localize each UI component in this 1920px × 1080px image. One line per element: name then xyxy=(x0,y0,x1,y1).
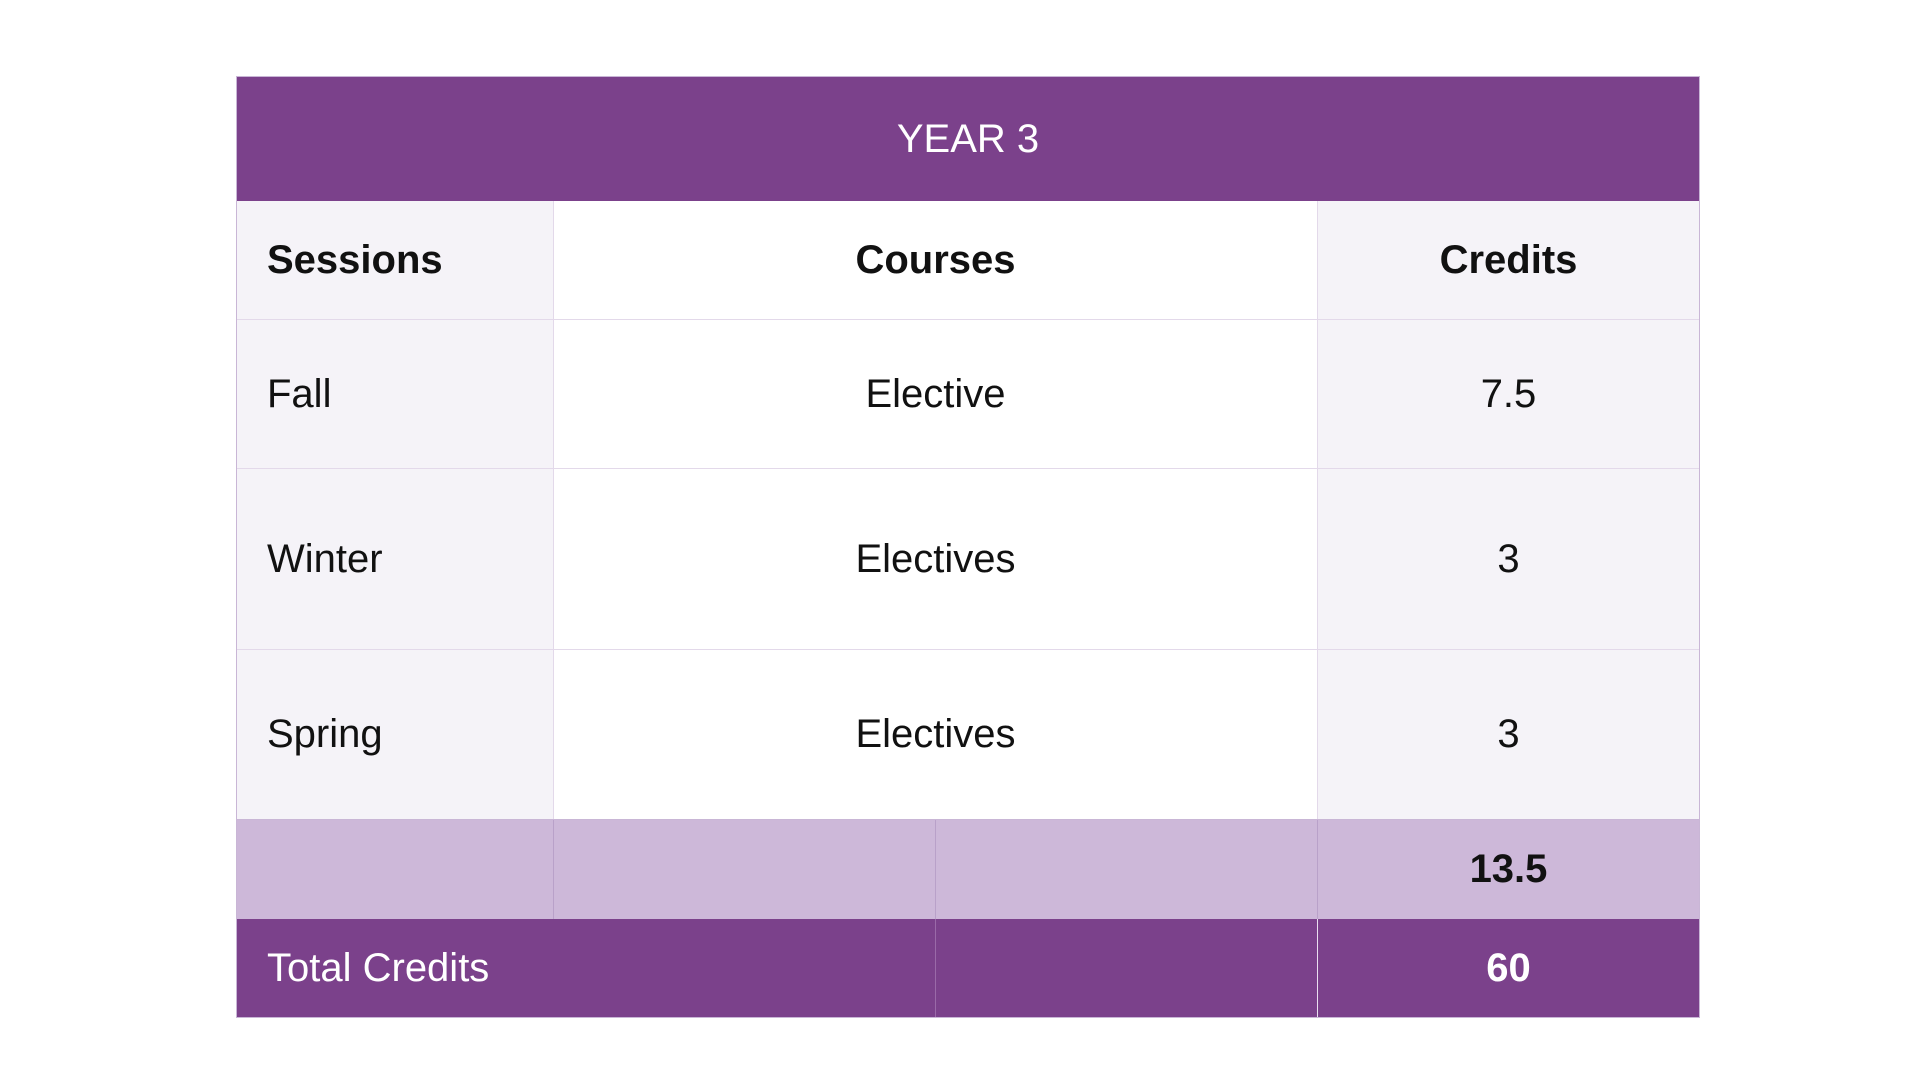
table-row: Fall Elective 7.5 xyxy=(237,319,1699,468)
subtotal-empty-cell xyxy=(936,820,1318,919)
credits-table: YEAR 3 Sessions Courses Credits Fall Ele… xyxy=(236,76,1700,1018)
course-cell: Elective xyxy=(554,320,1318,468)
subtotal-empty-cell xyxy=(554,820,936,919)
table-row: Winter Electives 3 xyxy=(237,468,1699,649)
header-credits: Credits xyxy=(1318,201,1699,319)
table-title: YEAR 3 xyxy=(237,77,1699,201)
credits-cell: 3 xyxy=(1318,650,1699,819)
course-cell: Electives xyxy=(554,650,1318,819)
subtotal-value: 13.5 xyxy=(1318,820,1699,919)
header-sessions: Sessions xyxy=(237,201,554,319)
session-cell: Fall xyxy=(237,320,554,468)
credits-cell: 3 xyxy=(1318,469,1699,649)
session-cell: Spring xyxy=(237,650,554,819)
course-cell: Electives xyxy=(554,469,1318,649)
credits-cell: 7.5 xyxy=(1318,320,1699,468)
total-row: Total Credits 60 xyxy=(237,919,1699,1017)
table-row: Spring Electives 3 xyxy=(237,649,1699,819)
total-value: 60 xyxy=(1318,919,1699,1017)
total-empty-cell xyxy=(936,919,1318,1017)
header-courses: Courses xyxy=(554,201,1318,319)
table-header-row: Sessions Courses Credits xyxy=(237,201,1699,319)
total-label: Total Credits xyxy=(237,919,936,1017)
subtotal-empty-cell xyxy=(237,820,554,919)
subtotal-row: 13.5 xyxy=(237,819,1699,919)
session-cell: Winter xyxy=(237,469,554,649)
